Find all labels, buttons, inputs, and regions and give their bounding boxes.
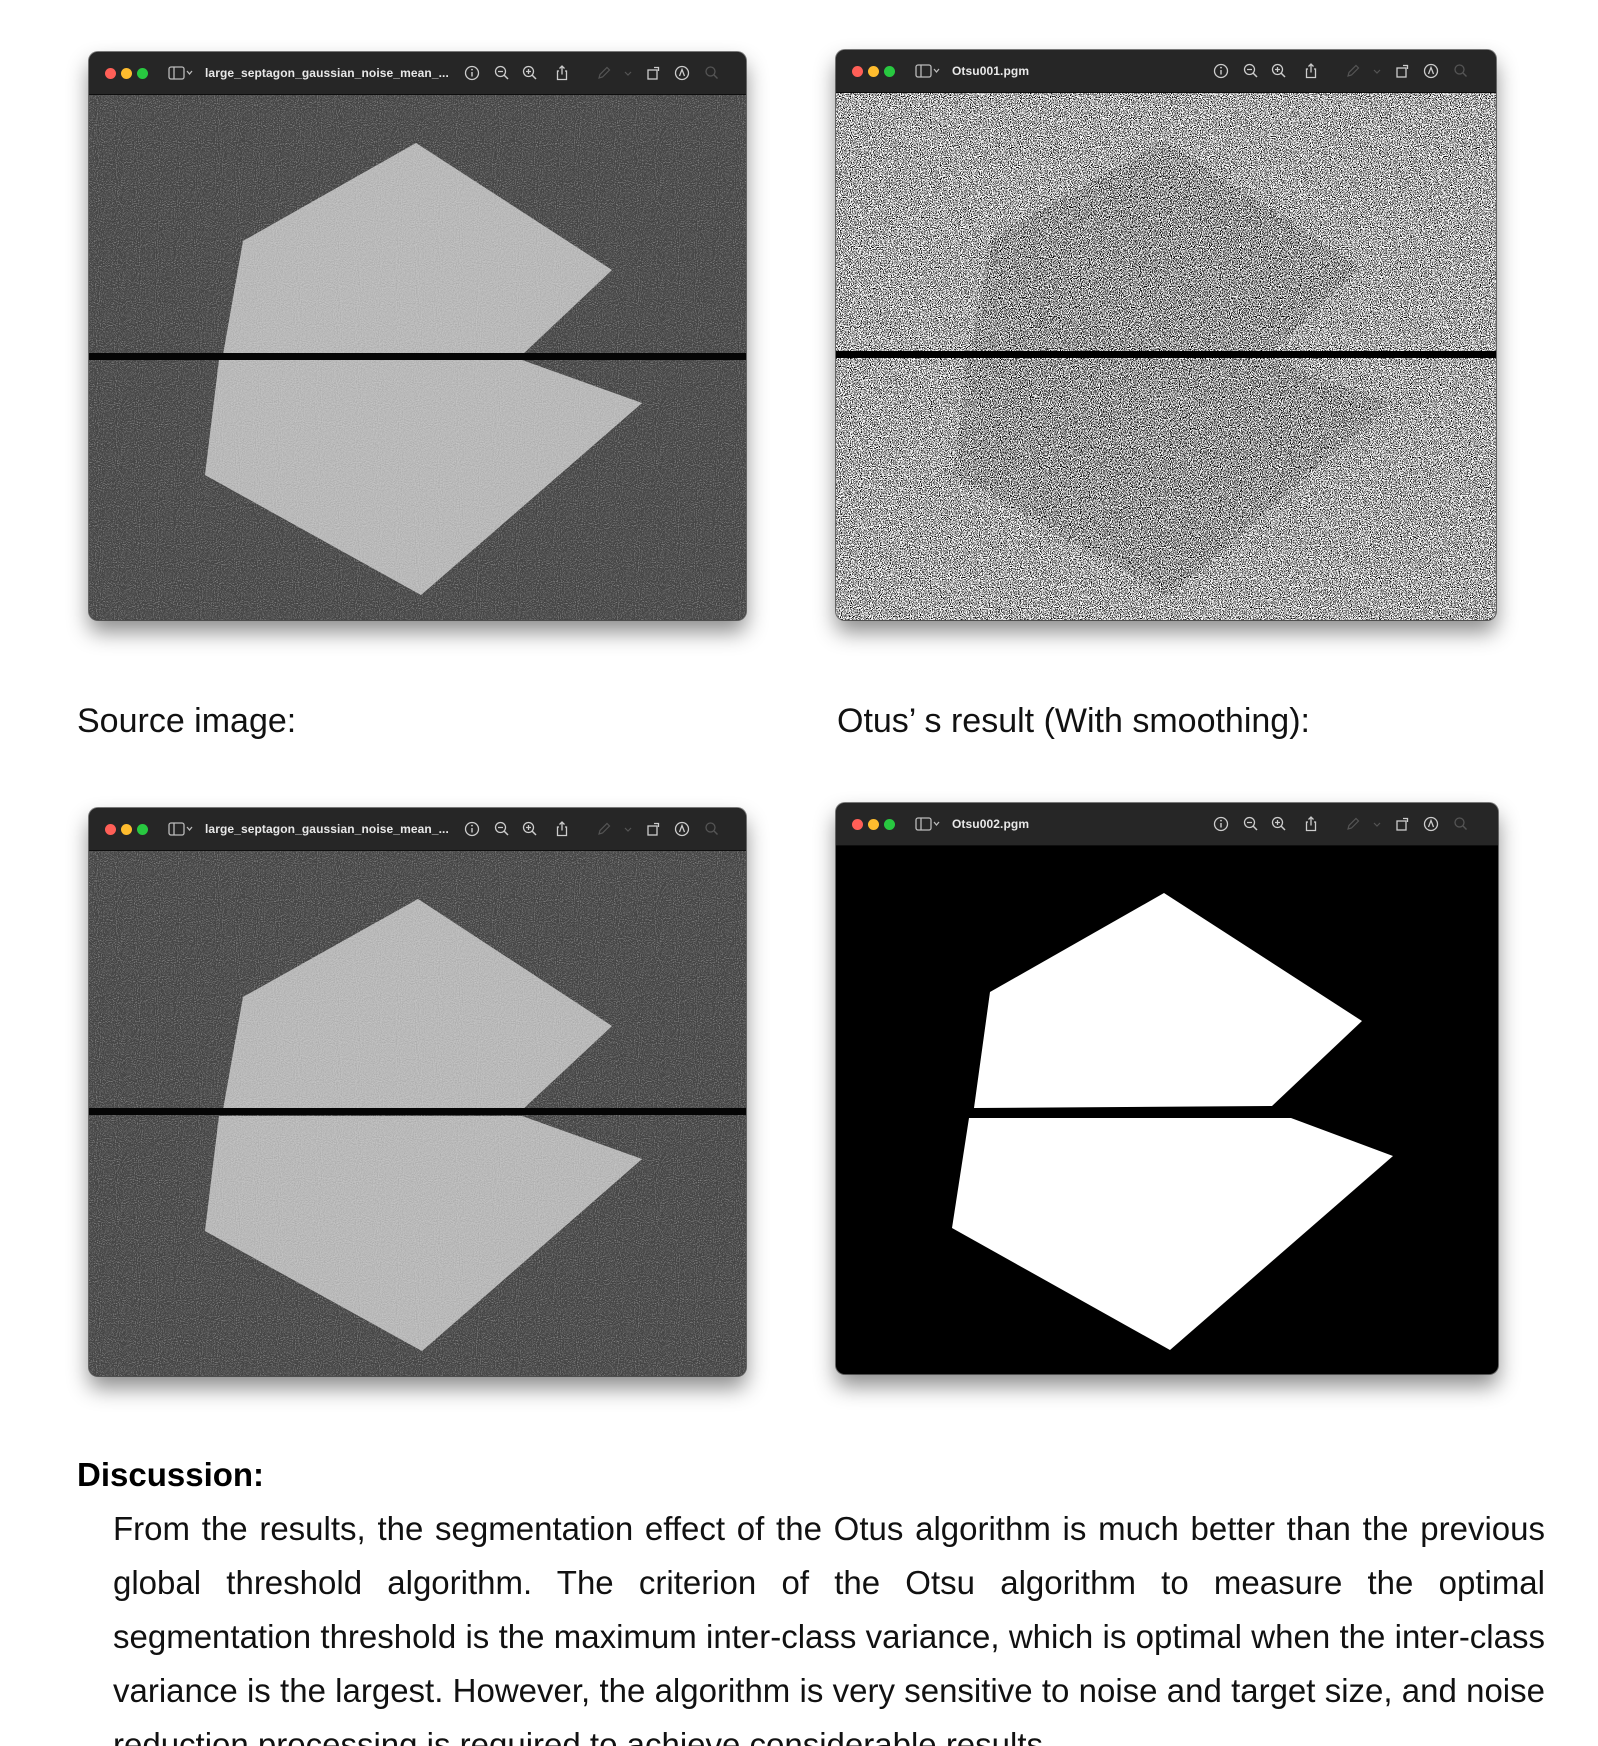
preview-window-source-bottom: large_septagon_gaussian_noise_mean_... bbox=[89, 808, 746, 1376]
info-icon[interactable] bbox=[1212, 815, 1230, 833]
discussion-heading: Discussion: bbox=[77, 1456, 265, 1493]
image-canvas bbox=[89, 95, 746, 620]
zoom-icon[interactable] bbox=[884, 819, 895, 830]
annotate-icon[interactable] bbox=[1422, 815, 1440, 833]
zoom-in-icon[interactable] bbox=[521, 820, 539, 838]
search-icon[interactable] bbox=[1452, 815, 1470, 833]
markup-icon bbox=[1347, 817, 1360, 830]
sidebar-icon[interactable] bbox=[915, 63, 941, 79]
discussion-paragraph: From the results, the segmentation effec… bbox=[113, 1510, 1545, 1746]
image-canvas bbox=[89, 851, 746, 1376]
info-icon[interactable] bbox=[463, 64, 481, 82]
zoom-icon[interactable] bbox=[137, 824, 148, 835]
noisy-septagon-image bbox=[89, 851, 746, 1376]
markup-icon bbox=[598, 822, 611, 835]
title-bar: Otsu002.pgm bbox=[836, 803, 1498, 846]
chevron-down-icon bbox=[624, 71, 632, 76]
share-icon[interactable] bbox=[1302, 62, 1320, 80]
otsu-clean-binary-image bbox=[836, 846, 1498, 1374]
zoom-out-icon[interactable] bbox=[493, 64, 511, 82]
chevron-down-icon bbox=[1373, 822, 1381, 827]
annotate-icon[interactable] bbox=[1422, 62, 1440, 80]
otsu-result-label: Otus’ s result (With smoothing): bbox=[837, 702, 1310, 740]
info-icon[interactable] bbox=[1212, 62, 1230, 80]
share-icon[interactable] bbox=[553, 64, 571, 82]
minimize-icon[interactable] bbox=[121, 824, 132, 835]
minimize-icon[interactable] bbox=[868, 819, 879, 830]
sidebar-icon[interactable] bbox=[168, 65, 194, 81]
markup-icon bbox=[598, 66, 611, 79]
zoom-in-icon[interactable] bbox=[1270, 62, 1288, 80]
share-icon[interactable] bbox=[1302, 815, 1320, 833]
rotate-icon[interactable] bbox=[1394, 815, 1412, 833]
preview-window-source-top: large_septagon_gaussian_noise_mean_... bbox=[89, 52, 746, 620]
preview-window-otsu-top: Otsu001.pgm bbox=[836, 50, 1496, 620]
share-icon[interactable] bbox=[553, 820, 571, 838]
title-bar: large_septagon_gaussian_noise_mean_... bbox=[89, 808, 746, 851]
rotate-icon[interactable] bbox=[645, 64, 663, 82]
annotate-icon[interactable] bbox=[673, 64, 691, 82]
minimize-icon[interactable] bbox=[121, 68, 132, 79]
chevron-down-icon bbox=[1373, 69, 1381, 74]
window-title: Otsu002.pgm bbox=[952, 817, 1030, 831]
window-title: large_septagon_gaussian_noise_mean_... bbox=[205, 822, 449, 836]
zoom-icon[interactable] bbox=[884, 66, 895, 77]
image-canvas bbox=[836, 846, 1498, 1374]
preview-window-otsu-bottom: Otsu002.pgm bbox=[836, 803, 1498, 1374]
info-icon[interactable] bbox=[463, 820, 481, 838]
rotate-icon[interactable] bbox=[1394, 62, 1412, 80]
chevron-down-icon bbox=[624, 827, 632, 832]
zoom-icon[interactable] bbox=[137, 68, 148, 79]
search-icon[interactable] bbox=[703, 820, 721, 838]
close-icon[interactable] bbox=[105, 824, 116, 835]
sidebar-icon[interactable] bbox=[168, 821, 194, 837]
close-icon[interactable] bbox=[852, 819, 863, 830]
window-title: large_septagon_gaussian_noise_mean_... bbox=[205, 66, 449, 80]
close-icon[interactable] bbox=[105, 68, 116, 79]
rotate-icon[interactable] bbox=[645, 820, 663, 838]
minimize-icon[interactable] bbox=[868, 66, 879, 77]
otsu-noisy-binary-image bbox=[836, 93, 1496, 620]
close-icon[interactable] bbox=[852, 66, 863, 77]
markup-icon bbox=[1347, 64, 1360, 77]
zoom-out-icon[interactable] bbox=[1242, 62, 1260, 80]
window-title: Otsu001.pgm bbox=[952, 64, 1030, 78]
zoom-out-icon[interactable] bbox=[1242, 815, 1260, 833]
search-icon[interactable] bbox=[1452, 62, 1470, 80]
image-canvas bbox=[836, 93, 1496, 620]
source-image-label: Source image: bbox=[77, 702, 297, 740]
title-bar: Otsu001.pgm bbox=[836, 50, 1496, 93]
sidebar-icon[interactable] bbox=[915, 816, 941, 832]
search-icon[interactable] bbox=[703, 64, 721, 82]
title-bar: large_septagon_gaussian_noise_mean_... bbox=[89, 52, 746, 95]
zoom-out-icon[interactable] bbox=[493, 820, 511, 838]
noisy-septagon-image bbox=[89, 95, 746, 620]
zoom-in-icon[interactable] bbox=[1270, 815, 1288, 833]
annotate-icon[interactable] bbox=[673, 820, 691, 838]
zoom-in-icon[interactable] bbox=[521, 64, 539, 82]
